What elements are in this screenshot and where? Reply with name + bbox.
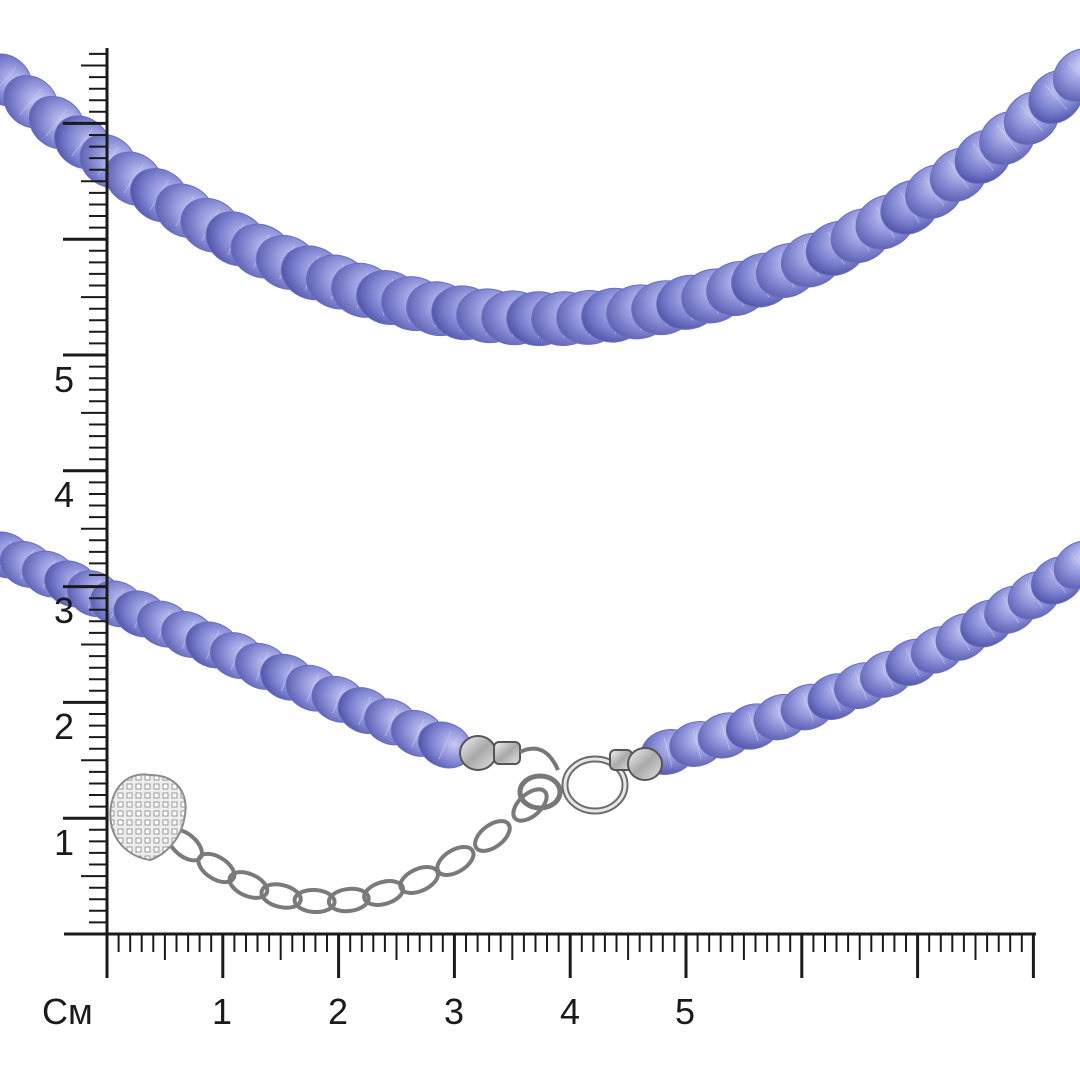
extender-chain <box>166 787 549 915</box>
upper-strand <box>0 48 1080 347</box>
x-tick-label-4: 4 <box>559 991 581 1032</box>
measurement-ruler <box>63 48 1036 978</box>
y-tick-label-1: 1 <box>53 822 74 863</box>
chain-link <box>511 787 549 823</box>
bead <box>1052 48 1080 102</box>
chain-link <box>227 870 270 900</box>
chain-link <box>326 886 371 914</box>
y-tick-label-2: 2 <box>53 706 74 747</box>
x-tick-label-2: 2 <box>327 991 349 1032</box>
x-tick-label-1: 1 <box>211 991 233 1032</box>
chain-link <box>398 865 440 895</box>
chain-link <box>259 882 303 910</box>
unit-label: См <box>42 991 93 1032</box>
x-tick-label-5: 5 <box>674 991 696 1032</box>
chain-link <box>362 879 406 907</box>
y-tick-label-5: 5 <box>53 359 74 400</box>
bead <box>417 721 473 769</box>
spring-ring-clasp <box>459 735 663 815</box>
heart-charm <box>109 773 187 862</box>
chain-link <box>473 819 512 853</box>
y-tick-label-3: 3 <box>53 590 74 631</box>
lower-right-strand <box>640 540 1080 775</box>
chain-link <box>435 845 476 877</box>
y-tick-label-4: 4 <box>53 474 74 515</box>
chain-link <box>196 851 237 885</box>
bead <box>1053 540 1080 590</box>
chain-link <box>292 887 337 915</box>
x-tick-label-3: 3 <box>443 991 465 1032</box>
